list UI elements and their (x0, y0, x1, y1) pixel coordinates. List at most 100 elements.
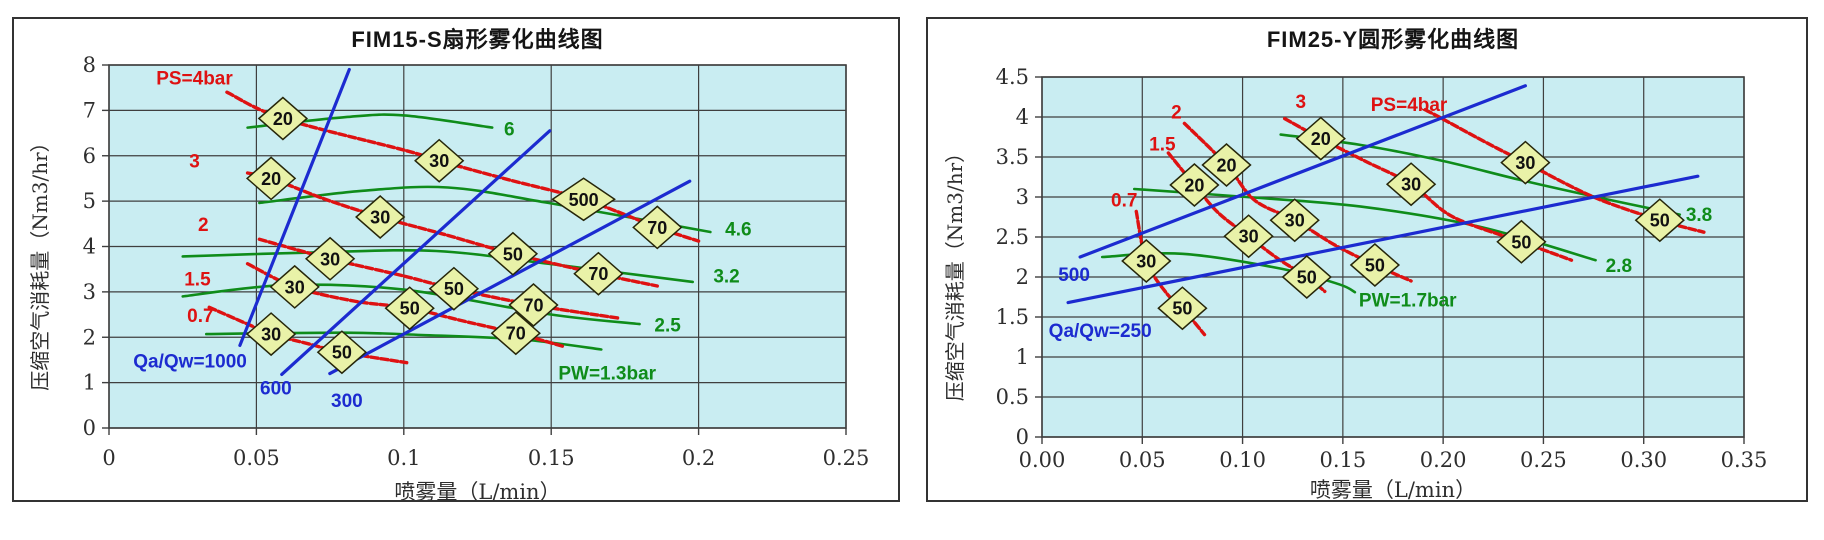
marker-value: 30 (370, 208, 390, 228)
marker-diamond-50: 50 (428, 266, 480, 311)
y-tick-label: 4 (1016, 105, 1029, 129)
marker-value: 70 (647, 218, 667, 238)
curve-Qa-Qw-500 (1078, 84, 1527, 259)
curve-label-PS-4bar: PS=4bar (1371, 95, 1448, 116)
x-tick-label: 0.05 (1119, 448, 1166, 472)
curve-label-3.8: 3.8 (1686, 205, 1712, 226)
diamond-icon (355, 195, 406, 239)
diamond-icon (1201, 143, 1252, 187)
marker-value: 20 (1184, 176, 1204, 196)
diamond-icon (304, 236, 356, 281)
y-tick-label: 1 (83, 371, 96, 395)
marker-diamond-20: 20 (1169, 163, 1220, 207)
x-tick-label: 0.15 (528, 446, 575, 470)
marker-value: 70 (588, 264, 608, 284)
droplet-size-markers: 30 50 20 30 50 20 30 50 20 30 50 30 50 (1121, 116, 1685, 331)
y-tick-label: 1.5 (996, 305, 1029, 329)
curve-label-3: 3 (189, 152, 200, 173)
diamond-icon (1634, 198, 1685, 243)
marker-value: 30 (1515, 153, 1535, 173)
curve-Qa-Qw-1000 (238, 67, 351, 348)
diamond-icon (316, 330, 368, 375)
x-axis-title: 喷雾量（L/min） (1310, 478, 1476, 500)
curve-label-Qa-Qw-1000: Qa/Qw=1000 (133, 351, 247, 372)
y-axis-title: 压缩空气消耗量（Nm3/hr） (943, 143, 967, 401)
diamond-icon (1223, 214, 1274, 259)
marker-value: 30 (1136, 252, 1156, 272)
y-tick-label: 0.5 (996, 385, 1029, 409)
axis-ticks: 0.00 0.05 0.10 0.15 0.20 0.25 0.30 0.35 0 0.5 1 1.5… (996, 65, 1768, 472)
x-tick-label: 0.1 (387, 446, 420, 470)
chart-panel-fim15-s: FIM15-S扇形雾化曲线图 0 0.05 0.1 0.15 0.2 0.25 0 1 2 3 4 5… (12, 17, 900, 502)
marker-diamond-500: 500 (551, 177, 616, 222)
diamond-icon (508, 283, 559, 327)
curve-label-3.2: 3.2 (713, 267, 739, 288)
marker-value: 50 (400, 299, 420, 319)
curve-label-PW-1.7bar: PW=1.7bar (1359, 290, 1457, 311)
marker-value: 30 (320, 249, 340, 269)
axis-ticks: 0 0.05 0.1 0.15 0.2 0.25 0 1 2 3 4 5 6 7 8 (83, 53, 870, 470)
marker-diamond-50: 50 (1634, 198, 1685, 243)
diamond-icon (384, 286, 435, 331)
marker-diamond-70: 70 (490, 311, 541, 356)
marker-diamond-30: 30 (355, 195, 406, 239)
marker-diamond-20: 20 (245, 156, 297, 201)
marker-diamond-30: 30 (269, 264, 320, 309)
marker-value: 30 (285, 277, 305, 297)
curve-label-1.5: 1.5 (184, 270, 211, 291)
marker-value: 50 (503, 244, 523, 264)
curve-label-6: 6 (504, 120, 515, 141)
marker-value: 50 (1172, 299, 1192, 319)
marker-diamond-20: 20 (1295, 116, 1346, 161)
diamond-icon (269, 264, 320, 309)
curve-PW-3.8 (1279, 133, 1682, 216)
marker-value: 30 (261, 325, 281, 345)
curve-label-1.5: 1.5 (1149, 134, 1176, 155)
diamond-icon (1295, 116, 1346, 161)
x-tick-label: 0.10 (1219, 448, 1266, 472)
marker-diamond-50: 50 (1496, 219, 1547, 264)
y-tick-label: 5 (83, 189, 96, 213)
marker-value: 30 (429, 151, 449, 171)
y-tick-label: 2 (1016, 265, 1029, 289)
curve-label-500: 500 (1058, 265, 1090, 286)
marker-diamond-20: 20 (1201, 143, 1252, 187)
curve-label-4.6: 4.6 (725, 219, 751, 240)
y-tick-label: 3 (1016, 185, 1029, 209)
curve-label-2.5: 2.5 (654, 316, 681, 337)
marker-value: 20 (1216, 156, 1236, 176)
diamond-icon (1496, 219, 1547, 264)
marker-value: 50 (444, 279, 464, 299)
curve-label-2: 2 (1171, 102, 1182, 123)
diamond-icon (1269, 198, 1320, 243)
curve-label-0.7: 0.7 (187, 306, 213, 327)
diamond-icon (573, 251, 624, 296)
curve-label-2: 2 (198, 215, 209, 236)
x-tick-label: 0.35 (1721, 448, 1768, 472)
diamond-icon (428, 266, 480, 311)
diamond-icon (257, 96, 309, 141)
x-tick-label: 0.00 (1019, 448, 1066, 472)
y-tick-label: 2 (83, 325, 96, 349)
marker-value: 50 (1297, 268, 1317, 288)
diamond-icon (1169, 163, 1220, 207)
chart-svg: 0.00 0.05 0.10 0.15 0.20 0.25 0.30 0.35 0 0.5 1 1.5… (943, 65, 1768, 500)
marker-diamond-30: 30 (1121, 239, 1172, 283)
diamond-icon (487, 231, 539, 276)
marker-diamond-30: 30 (1385, 162, 1437, 207)
curve-label-2.8: 2.8 (1606, 256, 1632, 277)
diamond-icon (1349, 243, 1401, 287)
marker-diamond-30: 30 (1223, 214, 1274, 259)
marker-diamond-70: 70 (573, 251, 624, 296)
plot-frame (1041, 76, 1745, 438)
x-tick-label: 0.20 (1420, 448, 1467, 472)
marker-diamond-50: 50 (316, 330, 368, 375)
marker-diamond-70: 70 (632, 205, 683, 250)
chart-svg: 0 0.05 0.1 0.15 0.2 0.25 0 1 2 3 4 5 6 7 8 喷雾量（L/min） 压缩… (28, 53, 870, 500)
y-tick-label: 3.5 (996, 145, 1029, 169)
marker-diamond-30: 30 (1269, 198, 1320, 243)
diamond-icon (414, 138, 465, 183)
marker-diamond-30: 30 (304, 236, 356, 281)
curve-Qa-Qw-300 (328, 179, 692, 376)
marker-value: 50 (1365, 256, 1385, 276)
